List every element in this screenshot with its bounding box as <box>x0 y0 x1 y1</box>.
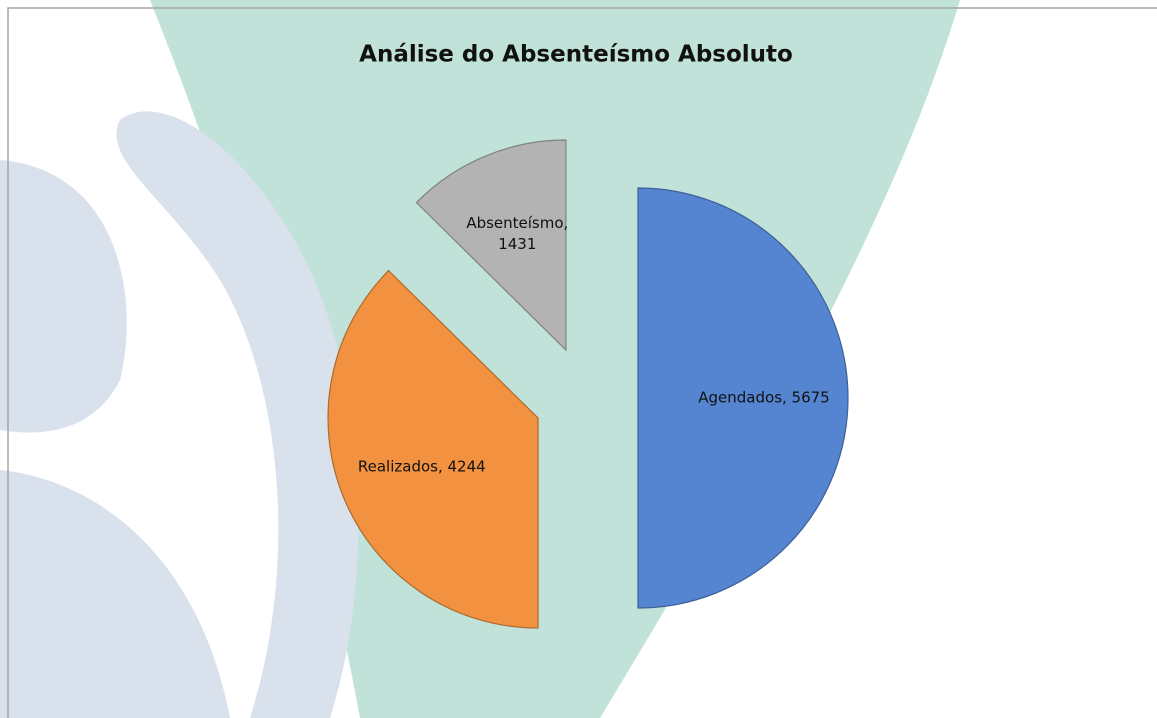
pie-slice <box>327 269 539 629</box>
blue-shape <box>0 160 127 433</box>
chart-title: Análise do Absenteísmo Absoluto <box>359 42 793 68</box>
chart-border <box>7 7 1157 718</box>
blue-shape <box>0 470 230 718</box>
pie-slice <box>637 187 849 609</box>
blue-shape <box>116 111 359 718</box>
data-label: Realizados, 4244 <box>357 457 486 476</box>
pie <box>327 139 849 629</box>
data-label: Agendados, 5675 <box>698 388 830 407</box>
pie-slice <box>415 139 567 352</box>
data-label: Absenteísmo, 1431 <box>466 213 569 253</box>
background-decoration <box>0 0 960 718</box>
